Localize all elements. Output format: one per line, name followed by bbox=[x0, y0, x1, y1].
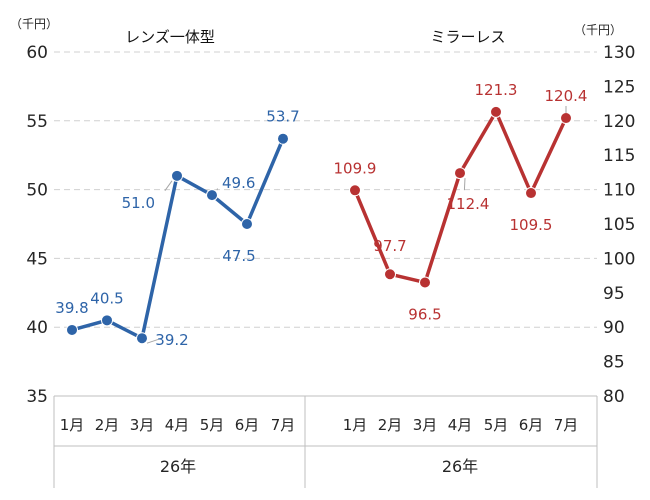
data-label: 39.8 bbox=[55, 299, 88, 317]
data-point bbox=[490, 105, 502, 118]
x-tick-label: 5月 bbox=[200, 416, 225, 434]
data-label: 53.7 bbox=[266, 108, 299, 126]
y-tick-label-right: 90 bbox=[603, 318, 625, 338]
data-point bbox=[136, 332, 148, 345]
data-label: 40.5 bbox=[90, 289, 123, 307]
x-tick-label: 2月 bbox=[95, 416, 120, 434]
y-tick-label-left: 55 bbox=[26, 112, 48, 132]
data-labels: 39.840.5 39.2 51.0 49.6 47.5 53.7 109.9 97.7 96.… bbox=[55, 81, 587, 349]
data-point bbox=[454, 167, 466, 180]
left-panel-title: レンズ一体型 bbox=[125, 28, 215, 46]
left-axis-unit: （千円） bbox=[10, 17, 58, 31]
data-label: 109.5 bbox=[510, 216, 553, 234]
y-tick-label-left: 45 bbox=[26, 249, 48, 269]
y-tick-label-left: 40 bbox=[26, 318, 48, 338]
data-label: 97.7 bbox=[373, 237, 406, 255]
y-tick-label-right: 125 bbox=[603, 77, 635, 97]
data-label: 121.3 bbox=[475, 81, 518, 99]
x-tick-label: 6月 bbox=[235, 416, 260, 434]
y-tick-label-right: 80 bbox=[603, 387, 625, 407]
category-axis: 26年 26年 1月 2月 3月 4月 5月 6月 7月 1月 2月 3月 4月 5月 6月 7月 bbox=[60, 416, 579, 476]
x-tick-label: 7月 bbox=[554, 416, 579, 434]
x-tick-label: 6月 bbox=[519, 416, 544, 434]
data-point bbox=[277, 132, 289, 145]
x-tick-label: 5月 bbox=[484, 416, 509, 434]
y-tick-label-right: 105 bbox=[603, 215, 635, 235]
data-point bbox=[419, 276, 431, 289]
x-tick-label: 4月 bbox=[165, 416, 190, 434]
left-group-label: 26年 bbox=[160, 457, 196, 476]
series-line-lens-integrated bbox=[71, 138, 285, 340]
data-point bbox=[384, 268, 396, 281]
y-tick-label-left: 35 bbox=[26, 387, 48, 407]
label-leader-line bbox=[463, 178, 466, 191]
x-tick-label: 3月 bbox=[130, 416, 155, 434]
data-label: 51.0 bbox=[122, 194, 155, 212]
data-label: 47.5 bbox=[222, 247, 255, 265]
series-lines bbox=[71, 110, 568, 340]
y-tick-label-right: 95 bbox=[603, 284, 625, 304]
data-label: 109.9 bbox=[334, 159, 377, 177]
data-label: 112.4 bbox=[447, 195, 490, 213]
x-tick-label: 7月 bbox=[271, 416, 296, 434]
right-group-label: 26年 bbox=[442, 457, 478, 476]
right-axis-unit: （千円） bbox=[574, 23, 622, 37]
y-tick-label-left: 60 bbox=[26, 43, 48, 63]
data-point bbox=[206, 189, 218, 202]
y-tick-label-right: 110 bbox=[603, 181, 635, 201]
gridlines bbox=[54, 51, 597, 328]
y-tick-label-right: 130 bbox=[603, 43, 635, 63]
data-point bbox=[525, 187, 537, 200]
x-tick-label: 1月 bbox=[60, 416, 85, 434]
data-point bbox=[66, 323, 78, 336]
data-point bbox=[241, 218, 253, 230]
label-leader-line bbox=[146, 338, 159, 344]
x-tick-label: 1月 bbox=[343, 416, 368, 434]
data-point bbox=[560, 112, 572, 125]
data-label: 96.5 bbox=[408, 305, 441, 323]
data-point bbox=[101, 314, 113, 327]
y-tick-label-right: 115 bbox=[603, 146, 635, 166]
y-tick-label-left: 50 bbox=[26, 181, 48, 201]
data-point bbox=[171, 169, 183, 182]
label-leader-line bbox=[216, 188, 218, 191]
y-tick-label-right: 85 bbox=[603, 353, 625, 373]
panel-titles: レンズ一体型 ミラーレス （千円） （千円） bbox=[10, 17, 622, 46]
x-tick-label: 4月 bbox=[448, 416, 473, 434]
series-points bbox=[66, 105, 572, 345]
right-panel-title: ミラーレス bbox=[430, 28, 505, 46]
data-label: 49.6 bbox=[222, 174, 255, 192]
data-label: 120.4 bbox=[545, 87, 588, 105]
data-label: 39.2 bbox=[155, 331, 188, 349]
y-tick-label-right: 120 bbox=[603, 112, 635, 132]
x-tick-label: 2月 bbox=[378, 416, 403, 434]
y-tick-label-right: 100 bbox=[603, 249, 635, 269]
axes: 35 40 45 50 55 60 80 85 90 95 100 105 110 115 120 125 13… bbox=[26, 43, 635, 488]
label-leader-line bbox=[164, 180, 173, 191]
data-point bbox=[349, 184, 361, 197]
x-tick-label: 3月 bbox=[413, 416, 438, 434]
